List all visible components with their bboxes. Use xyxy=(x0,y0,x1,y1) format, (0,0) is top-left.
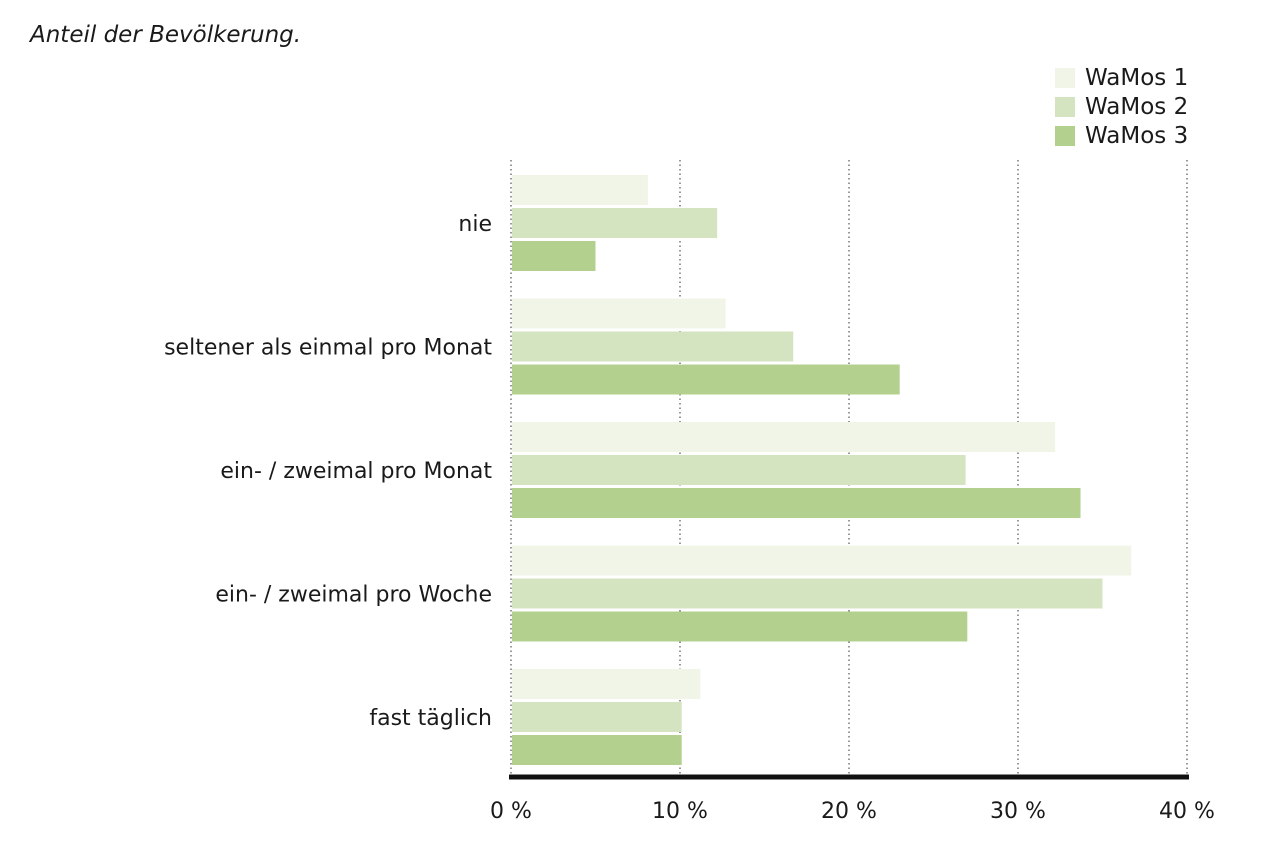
legend-swatch-wamos-1 xyxy=(1055,67,1075,88)
bar-3-2 xyxy=(512,488,1081,518)
bar-1-2 xyxy=(512,422,1056,452)
legend-label-wamos-3: WaMos 3 xyxy=(1085,122,1189,149)
bar-3-4 xyxy=(512,735,682,765)
legend-swatch-wamos-3 xyxy=(1055,125,1075,146)
category-label-4: fast täglich xyxy=(369,706,492,731)
bar-3-1 xyxy=(512,364,900,395)
x-tick-label-3: 30 % xyxy=(990,799,1046,824)
legend: WaMos 1 WaMos 2 WaMos 3 xyxy=(1055,63,1188,150)
legend-item-wamos-2: WaMos 2 xyxy=(1055,92,1188,121)
bar-3-3 xyxy=(512,611,968,642)
bar-2-3 xyxy=(512,578,1103,609)
x-tick-label-0: 0 % xyxy=(490,799,532,824)
legend-item-wamos-3: WaMos 3 xyxy=(1055,121,1188,150)
legend-label-wamos-2: WaMos 2 xyxy=(1085,93,1189,120)
bar-1-1 xyxy=(512,298,726,329)
bar-2-4 xyxy=(512,702,682,732)
legend-item-wamos-1: WaMos 1 xyxy=(1055,63,1188,92)
bar-3-0 xyxy=(512,241,596,271)
category-label-2: ein- / zweimal pro Monat xyxy=(220,459,492,484)
bar-1-3 xyxy=(512,545,1132,576)
chart-subtitle: Anteil der Bevölkerung. xyxy=(30,22,302,48)
bar-2-0 xyxy=(512,208,718,238)
x-tick-label-1: 10 % xyxy=(652,799,708,824)
x-tick-label-4: 40 % xyxy=(1159,799,1215,824)
bar-1-4 xyxy=(512,669,701,699)
x-tick-label-2: 20 % xyxy=(821,799,877,824)
category-label-1: seltener als einmal pro Monat xyxy=(164,336,492,361)
legend-label-wamos-1: WaMos 1 xyxy=(1085,64,1189,91)
bar-2-2 xyxy=(512,455,966,485)
legend-swatch-wamos-2 xyxy=(1055,96,1075,117)
bar-2-1 xyxy=(512,331,794,362)
bar-1-0 xyxy=(512,175,648,205)
category-label-0: nie xyxy=(458,212,492,237)
category-label-3: ein- / zweimal pro Woche xyxy=(215,583,492,608)
